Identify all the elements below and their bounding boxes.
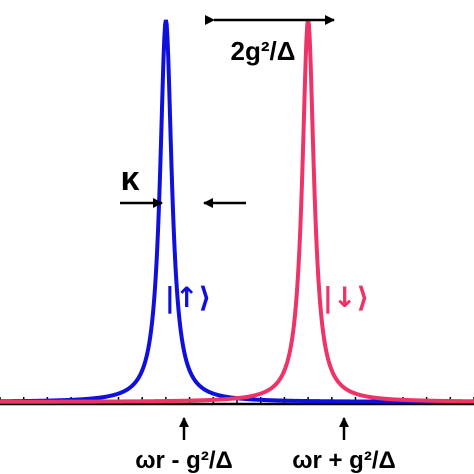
series-spin-down-label: |↓⟩ (323, 281, 369, 314)
series-spin-up-line (0, 19, 474, 404)
tick-left-label: ωr - g²/Δ (135, 447, 233, 474)
tick-right-label: ωr + g²/Δ (292, 447, 396, 474)
series-spin-down-line (0, 19, 474, 404)
series-spin-up-label: |↑⟩ (165, 281, 211, 314)
linewidth-label: κ (121, 160, 140, 198)
splitting-label: 2g²/Δ (231, 36, 296, 66)
